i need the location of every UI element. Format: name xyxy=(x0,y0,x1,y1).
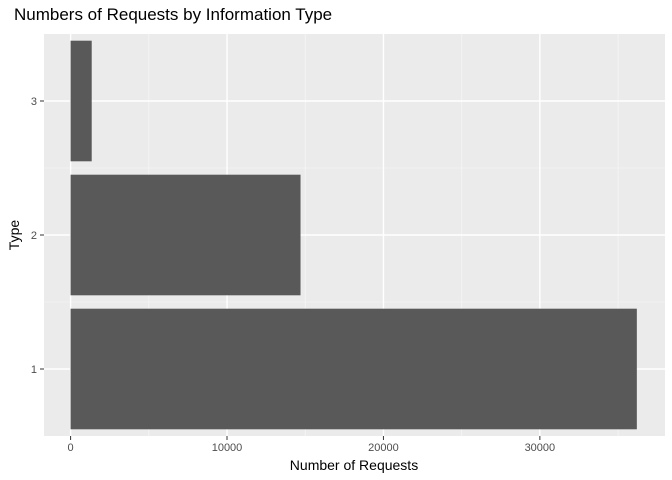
chart-title: Numbers of Requests by Information Type xyxy=(14,5,332,24)
y-axis-ticks: 1 2 3 xyxy=(31,96,44,376)
y-tick-label: 2 xyxy=(31,230,37,242)
y-tick-label: 1 xyxy=(31,364,37,376)
bar-type-3 xyxy=(70,40,92,162)
y-axis-title: Type xyxy=(6,220,22,251)
x-axis-ticks: 0 10000 20000 30000 xyxy=(68,436,556,454)
x-tick-label: 0 xyxy=(68,442,74,454)
x-tick-label: 10000 xyxy=(212,442,243,454)
bars xyxy=(70,40,637,430)
y-tick-label: 3 xyxy=(31,96,37,108)
bar-type-2 xyxy=(70,174,301,296)
x-tick-label: 20000 xyxy=(368,442,399,454)
x-axis-title: Number of Requests xyxy=(290,457,418,473)
bar-type-1 xyxy=(70,308,637,430)
x-tick-label: 30000 xyxy=(525,442,556,454)
